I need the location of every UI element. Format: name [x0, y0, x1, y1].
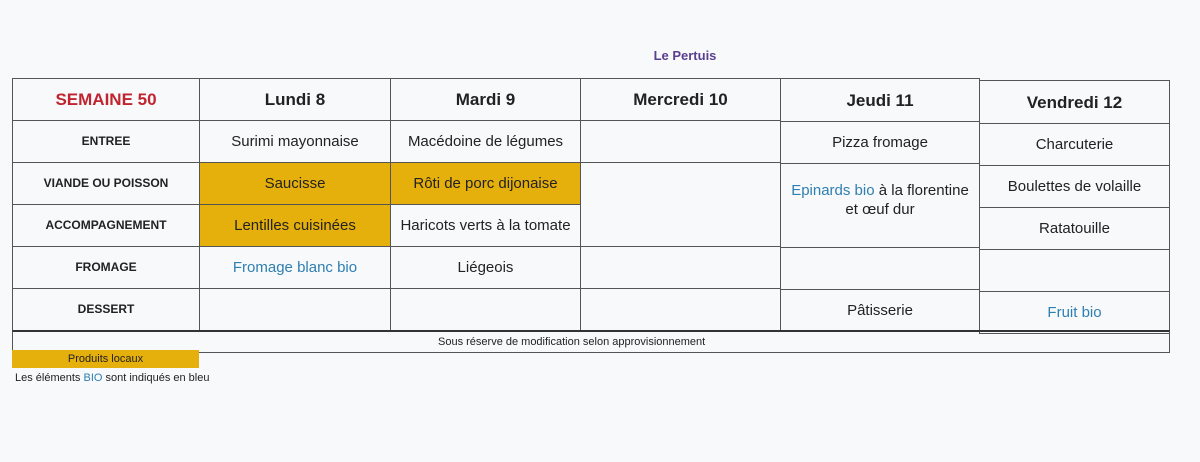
- supply-note: Sous réserve de modification selon appro…: [12, 330, 1170, 353]
- day-header: Vendredi 12: [979, 80, 1170, 124]
- day-header: Mercredi 10: [580, 78, 781, 121]
- menu-cell: [580, 162, 781, 247]
- menu-cell: Ratatouille: [979, 207, 1170, 250]
- menu-cell: [580, 246, 781, 289]
- menu-cell: Pâtisserie: [780, 289, 980, 332]
- legend-text: sont indiqués en bleu: [102, 372, 210, 384]
- day-header: Jeudi 11: [780, 78, 980, 122]
- page-title: Le Pertuis: [653, 48, 717, 63]
- menu-cell-bio: Fruit bio: [979, 291, 1170, 334]
- row-label: FROMAGE: [12, 246, 200, 289]
- menu-cell: [580, 288, 781, 331]
- row-label: ENTREE: [12, 120, 200, 163]
- legend-text: Les éléments: [15, 372, 84, 384]
- day-header: Lundi 8: [199, 78, 391, 121]
- row-label: DESSERT: [12, 288, 200, 331]
- menu-cell-plat: Epinards bio à la florentine et œuf dur: [780, 163, 980, 248]
- menu-cell: [199, 288, 391, 331]
- menu-cell: [979, 249, 1170, 292]
- menu-cell: [390, 288, 581, 331]
- menu-cell: [780, 247, 980, 290]
- menu-cell-local: Rôti de porc dijonaise: [390, 162, 581, 205]
- menu-cell: Charcuterie: [979, 123, 1170, 166]
- menu-cell: Boulettes de volaille: [979, 165, 1170, 208]
- legend-bio: Les éléments BIO sont indiqués en bleu: [15, 372, 209, 384]
- menu-cell: Macédoine de légumes: [390, 120, 581, 163]
- menu-cell: Haricots verts à la tomate: [390, 204, 581, 247]
- menu-cell: Pizza fromage: [780, 121, 980, 164]
- menu-cell: Surimi mayonnaise: [199, 120, 391, 163]
- menu-cell: [580, 120, 781, 163]
- plat-text: à la florentine: [874, 181, 969, 199]
- menu-cell-bio: Fromage blanc bio: [199, 246, 391, 289]
- bio-text: Epinards bio: [791, 181, 875, 199]
- plat-text-line2: et œuf dur: [845, 200, 915, 218]
- row-label: VIANDE OU POISSON: [12, 162, 200, 205]
- menu-cell-local: Saucisse: [199, 162, 391, 205]
- legend-local: Produits locaux: [12, 350, 199, 368]
- day-header: Mardi 9: [390, 78, 581, 121]
- menu-cell: Liégeois: [390, 246, 581, 289]
- legend-bio-word: BIO: [83, 372, 103, 384]
- menu-cell-local: Lentilles cuisinées: [199, 204, 391, 247]
- week-label: SEMAINE 50: [12, 78, 200, 121]
- row-label: ACCOMPAGNEMENT: [12, 204, 200, 247]
